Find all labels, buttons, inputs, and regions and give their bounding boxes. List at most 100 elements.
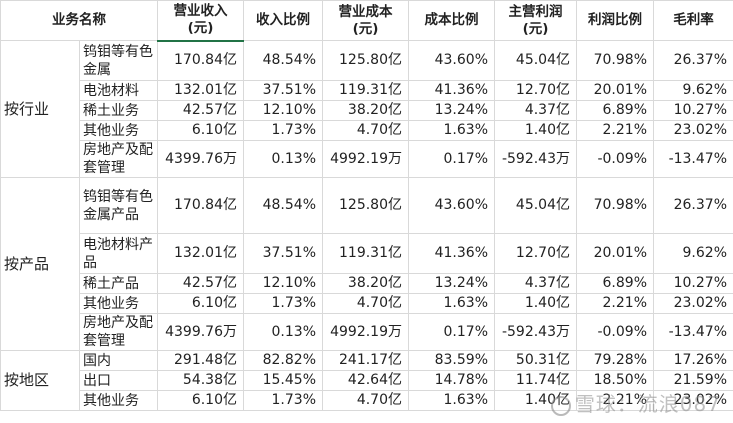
cell-revenue[interactable]: 170.84亿 <box>157 40 244 81</box>
cell-profit-ratio[interactable]: 70.98% <box>576 177 654 234</box>
row-item-name[interactable]: 钨钼等有色金属产品 <box>79 177 158 234</box>
cell-cost[interactable]: 241.17亿 <box>322 350 409 371</box>
row-item-name[interactable]: 钨钼等有色金属 <box>79 40 158 81</box>
cell-revenue-ratio[interactable]: 48.54% <box>243 177 323 234</box>
cell-revenue[interactable]: 42.57亿 <box>157 273 244 294</box>
cell-profit[interactable]: 45.04亿 <box>494 177 577 234</box>
row-item-name[interactable]: 稀土产品 <box>79 273 158 294</box>
cell-cost-ratio[interactable]: 41.36% <box>408 233 495 274</box>
cell-profit-ratio[interactable]: 6.89% <box>576 273 654 294</box>
row-item-name[interactable]: 稀土业务 <box>79 100 158 121</box>
row-item-name[interactable]: 电池材料 <box>79 80 158 101</box>
cell-margin[interactable]: 23.02% <box>653 390 733 411</box>
cell-cost[interactable]: 4.70亿 <box>322 390 409 411</box>
cell-cost-ratio[interactable]: 43.60% <box>408 40 495 81</box>
cell-revenue[interactable]: 4399.76万 <box>157 313 244 351</box>
cell-cost[interactable]: 125.80亿 <box>322 177 409 234</box>
cell-cost-ratio[interactable]: 1.63% <box>408 293 495 314</box>
header-revenue-ratio[interactable]: 收入比例 <box>243 0 323 41</box>
cell-profit[interactable]: 4.37亿 <box>494 273 577 294</box>
cell-revenue-ratio[interactable]: 1.73% <box>243 390 323 411</box>
header-segment[interactable]: 业务名称 <box>0 0 158 41</box>
cell-cost[interactable]: 119.31亿 <box>322 233 409 274</box>
cell-margin[interactable]: 9.62% <box>653 233 733 274</box>
cell-cost-ratio[interactable]: 43.60% <box>408 177 495 234</box>
cell-revenue-ratio[interactable]: 12.10% <box>243 100 323 121</box>
cell-cost[interactable]: 125.80亿 <box>322 40 409 81</box>
cell-margin[interactable]: 9.62% <box>653 80 733 101</box>
cell-revenue-ratio[interactable]: 1.73% <box>243 293 323 314</box>
cell-cost-ratio[interactable]: 1.63% <box>408 120 495 141</box>
cell-revenue[interactable]: 132.01亿 <box>157 233 244 274</box>
cell-cost[interactable]: 4992.19万 <box>322 140 409 178</box>
cell-profit[interactable]: 4.37亿 <box>494 100 577 121</box>
cell-margin[interactable]: -13.47% <box>653 140 733 178</box>
cell-profit-ratio[interactable]: 2.21% <box>576 293 654 314</box>
cell-revenue-ratio[interactable]: 12.10% <box>243 273 323 294</box>
cell-revenue[interactable]: 6.10亿 <box>157 390 244 411</box>
cell-profit[interactable]: 1.40亿 <box>494 120 577 141</box>
header-revenue[interactable]: 营业收入(元) <box>157 0 244 42</box>
cell-profit-ratio[interactable]: 70.98% <box>576 40 654 81</box>
cell-revenue[interactable]: 291.48亿 <box>157 350 244 371</box>
cell-profit[interactable]: -592.43万 <box>494 140 577 178</box>
row-item-name[interactable]: 电池材料产品 <box>79 233 158 274</box>
cell-cost-ratio[interactable]: 83.59% <box>408 350 495 371</box>
header-margin[interactable]: 毛利率 <box>653 0 733 41</box>
cell-margin[interactable]: 10.27% <box>653 100 733 121</box>
cell-profit-ratio[interactable]: 2.21% <box>576 120 654 141</box>
cell-profit-ratio[interactable]: 6.89% <box>576 100 654 121</box>
group-label[interactable]: 按地区 <box>0 350 80 411</box>
cell-profit[interactable]: -592.43万 <box>494 313 577 351</box>
header-profit[interactable]: 主营利润(元) <box>494 0 577 41</box>
cell-cost-ratio[interactable]: 1.63% <box>408 390 495 411</box>
cell-revenue-ratio[interactable]: 37.51% <box>243 80 323 101</box>
cell-cost[interactable]: 38.20亿 <box>322 100 409 121</box>
cell-revenue-ratio[interactable]: 1.73% <box>243 120 323 141</box>
cell-cost-ratio[interactable]: 14.78% <box>408 370 495 391</box>
header-cost-ratio[interactable]: 成本比例 <box>408 0 495 41</box>
row-item-name[interactable]: 其他业务 <box>79 120 158 141</box>
cell-margin[interactable]: 10.27% <box>653 273 733 294</box>
cell-profit[interactable]: 12.70亿 <box>494 80 577 101</box>
cell-cost-ratio[interactable]: 0.17% <box>408 313 495 351</box>
cell-margin[interactable]: -13.47% <box>653 313 733 351</box>
cell-profit[interactable]: 50.31亿 <box>494 350 577 371</box>
cell-profit[interactable]: 45.04亿 <box>494 40 577 81</box>
cell-cost[interactable]: 119.31亿 <box>322 80 409 101</box>
cell-cost[interactable]: 4992.19万 <box>322 313 409 351</box>
cell-margin[interactable]: 26.37% <box>653 177 733 234</box>
row-item-name[interactable]: 房地产及配套管理 <box>79 313 158 351</box>
row-item-name[interactable]: 其他业务 <box>79 293 158 314</box>
header-profit-ratio[interactable]: 利润比例 <box>576 0 654 41</box>
cell-profit[interactable]: 11.74亿 <box>494 370 577 391</box>
cell-revenue[interactable]: 132.01亿 <box>157 80 244 101</box>
cell-revenue-ratio[interactable]: 82.82% <box>243 350 323 371</box>
cell-profit-ratio[interactable]: 20.01% <box>576 233 654 274</box>
group-label[interactable]: 按产品 <box>0 177 80 351</box>
cell-margin[interactable]: 23.02% <box>653 120 733 141</box>
cell-revenue-ratio[interactable]: 48.54% <box>243 40 323 81</box>
cell-cost-ratio[interactable]: 13.24% <box>408 273 495 294</box>
cell-cost[interactable]: 4.70亿 <box>322 120 409 141</box>
group-label[interactable]: 按行业 <box>0 40 80 178</box>
header-cost[interactable]: 营业成本(元) <box>322 0 409 41</box>
cell-revenue[interactable]: 42.57亿 <box>157 100 244 121</box>
cell-profit-ratio[interactable]: 79.28% <box>576 350 654 371</box>
cell-profit-ratio[interactable]: -0.09% <box>576 313 654 351</box>
cell-revenue[interactable]: 6.10亿 <box>157 293 244 314</box>
cell-margin[interactable]: 26.37% <box>653 40 733 81</box>
cell-revenue-ratio[interactable]: 15.45% <box>243 370 323 391</box>
cell-cost-ratio[interactable]: 13.24% <box>408 100 495 121</box>
cell-revenue-ratio[interactable]: 0.13% <box>243 313 323 351</box>
cell-profit[interactable]: 1.40亿 <box>494 293 577 314</box>
row-item-name[interactable]: 出口 <box>79 370 158 391</box>
cell-cost-ratio[interactable]: 0.17% <box>408 140 495 178</box>
cell-revenue[interactable]: 170.84亿 <box>157 177 244 234</box>
cell-revenue[interactable]: 54.38亿 <box>157 370 244 391</box>
cell-margin[interactable]: 23.02% <box>653 293 733 314</box>
cell-revenue-ratio[interactable]: 37.51% <box>243 233 323 274</box>
cell-profit[interactable]: 12.70亿 <box>494 233 577 274</box>
cell-cost[interactable]: 4.70亿 <box>322 293 409 314</box>
row-item-name[interactable]: 其他业务 <box>79 390 158 411</box>
